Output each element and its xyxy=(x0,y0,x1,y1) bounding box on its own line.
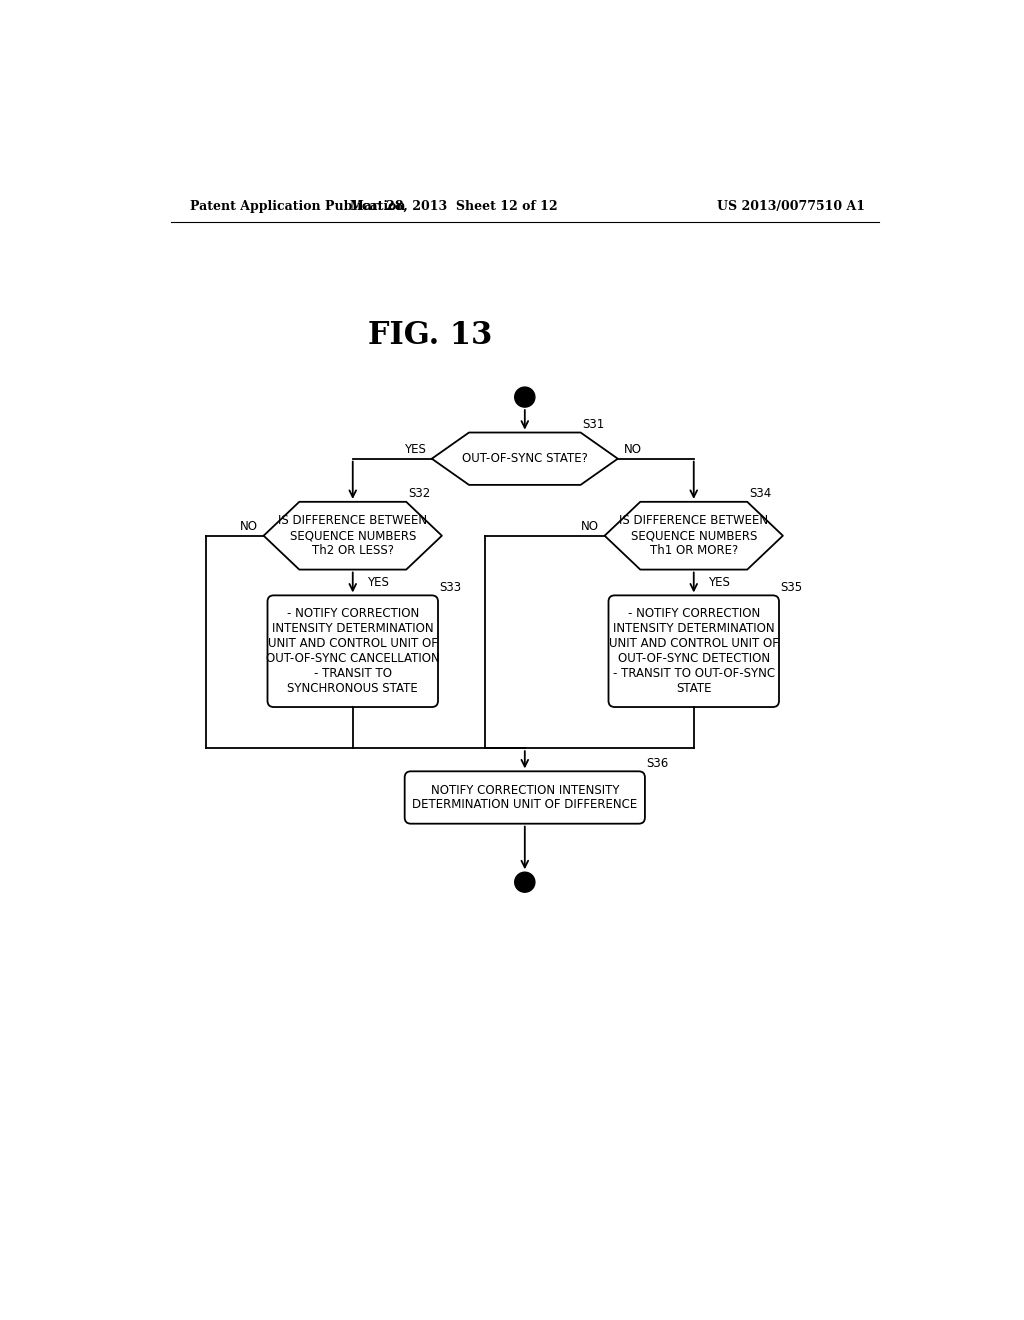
Text: IS DIFFERENCE BETWEEN
SEQUENCE NUMBERS
Th1 OR MORE?: IS DIFFERENCE BETWEEN SEQUENCE NUMBERS T… xyxy=(620,515,768,557)
Text: YES: YES xyxy=(367,576,388,589)
FancyBboxPatch shape xyxy=(404,771,645,824)
FancyBboxPatch shape xyxy=(267,595,438,708)
Text: FIG. 13: FIG. 13 xyxy=(368,319,493,351)
Text: NO: NO xyxy=(624,444,642,455)
FancyBboxPatch shape xyxy=(608,595,779,708)
Text: S33: S33 xyxy=(439,581,462,594)
Text: IS DIFFERENCE BETWEEN
SEQUENCE NUMBERS
Th2 OR LESS?: IS DIFFERENCE BETWEEN SEQUENCE NUMBERS T… xyxy=(279,515,427,557)
Text: Mar. 28, 2013  Sheet 12 of 12: Mar. 28, 2013 Sheet 12 of 12 xyxy=(349,199,557,213)
Text: NOTIFY CORRECTION INTENSITY
DETERMINATION UNIT OF DIFFERENCE: NOTIFY CORRECTION INTENSITY DETERMINATIO… xyxy=(413,784,637,812)
Text: S31: S31 xyxy=(583,418,604,430)
Text: OUT-OF-SYNC STATE?: OUT-OF-SYNC STATE? xyxy=(462,453,588,465)
Text: - NOTIFY CORRECTION
INTENSITY DETERMINATION
UNIT AND CONTROL UNIT OF
OUT-OF-SYNC: - NOTIFY CORRECTION INTENSITY DETERMINAT… xyxy=(609,607,778,696)
Text: US 2013/0077510 A1: US 2013/0077510 A1 xyxy=(717,199,865,213)
Circle shape xyxy=(515,387,535,407)
Text: S34: S34 xyxy=(749,487,771,500)
Text: S32: S32 xyxy=(408,487,430,500)
Text: NO: NO xyxy=(581,520,598,533)
Circle shape xyxy=(515,873,535,892)
Text: S36: S36 xyxy=(646,756,669,770)
Text: YES: YES xyxy=(708,576,729,589)
Text: - NOTIFY CORRECTION
INTENSITY DETERMINATION
UNIT AND CONTROL UNIT OF
OUT-OF-SYNC: - NOTIFY CORRECTION INTENSITY DETERMINAT… xyxy=(266,607,439,696)
Text: NO: NO xyxy=(240,520,257,533)
Text: S35: S35 xyxy=(780,581,803,594)
Text: YES: YES xyxy=(403,444,426,455)
Text: Patent Application Publication: Patent Application Publication xyxy=(190,199,406,213)
